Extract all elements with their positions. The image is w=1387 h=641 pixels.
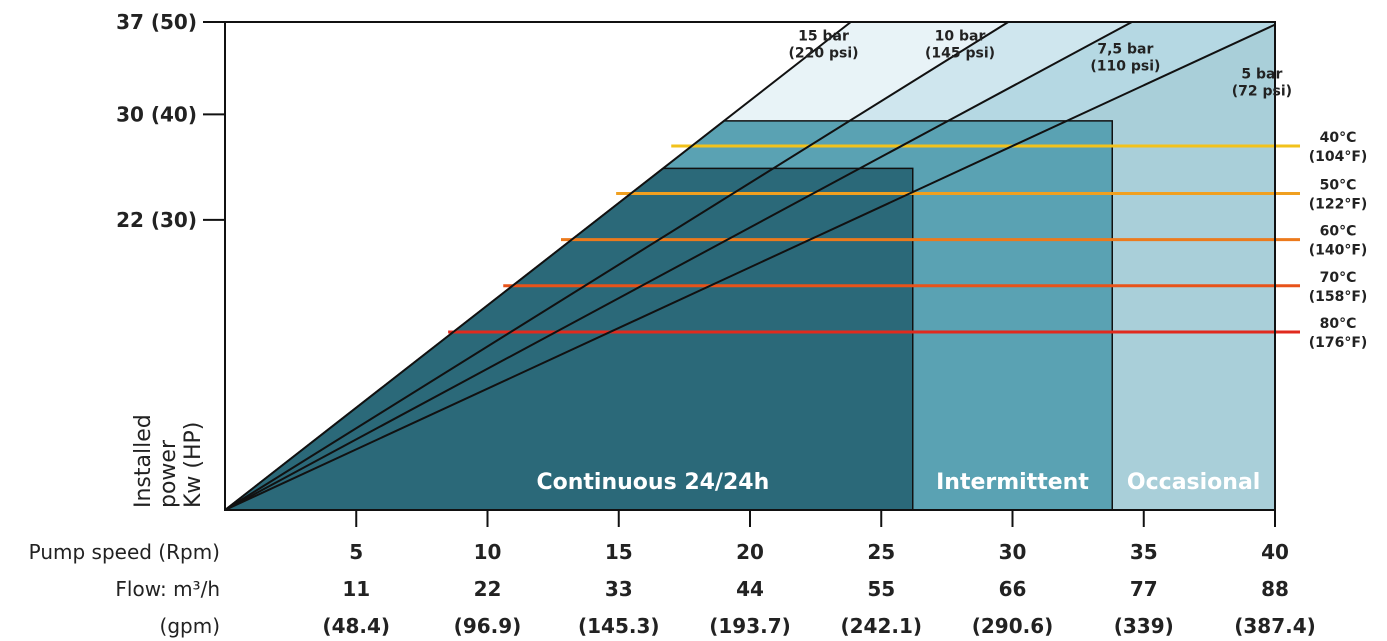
pressure-sub-1: (145 psi) — [925, 45, 995, 61]
temp-sub-4: (176°F) — [1309, 335, 1368, 351]
x-row-2-value-5: (290.6) — [972, 614, 1054, 638]
zone-label-0: Continuous 24/24h — [536, 470, 769, 495]
x-row-2-value-6: (339) — [1114, 614, 1174, 638]
temp-label-3: 70°C — [1320, 270, 1357, 286]
x-row-label-2: (gpm) — [160, 614, 220, 638]
pressure-line-2 — [224, 21, 1133, 511]
x-row-2-value-0: (48.4) — [322, 614, 390, 638]
x-row-label-1: Flow: m³/h — [115, 577, 220, 601]
pressure-label-0: 15 bar — [798, 28, 849, 44]
pressure-line-0 — [224, 21, 852, 511]
x-row-0-value-0: 5 — [349, 540, 363, 564]
x-row-0-value-2: 15 — [605, 540, 633, 564]
x-row-2-value-7: (387.4) — [1234, 614, 1316, 638]
y-tick-label-0: 37 (50) — [116, 10, 197, 34]
temp-label-4: 80°C — [1320, 316, 1357, 332]
temp-label-2: 60°C — [1320, 224, 1357, 240]
x-row-1-value-0: 11 — [342, 577, 370, 601]
x-row-2-value-1: (96.9) — [454, 614, 522, 638]
pressure-label-3: 5 bar — [1241, 67, 1282, 83]
y-axis-title-0: Installed — [131, 414, 156, 508]
x-row-0-value-3: 20 — [736, 540, 764, 564]
x-row-2-value-2: (145.3) — [578, 614, 660, 638]
y-axis-title-1: power — [156, 439, 181, 508]
temp-sub-3: (158°F) — [1309, 289, 1368, 305]
pressure-line-3 — [224, 23, 1276, 511]
temp-sub-2: (140°F) — [1309, 243, 1368, 259]
pressure-sub-3: (72 psi) — [1232, 84, 1292, 100]
pressure-sub-2: (110 psi) — [1090, 59, 1160, 75]
x-row-1-value-7: 88 — [1261, 577, 1289, 601]
x-row-1-value-6: 77 — [1130, 577, 1158, 601]
x-row-0-value-5: 30 — [999, 540, 1027, 564]
x-row-label-0: Pump speed (Rpm) — [29, 540, 220, 564]
x-row-0-value-7: 40 — [1261, 540, 1289, 564]
y-axis-title-2: Kw (HP) — [181, 422, 206, 508]
zone-label-2: Occasional — [1127, 470, 1260, 495]
x-row-1-value-1: 22 — [474, 577, 502, 601]
pressure-label-1: 10 bar — [935, 28, 986, 44]
x-row-1-value-4: 55 — [867, 577, 895, 601]
x-row-2-value-4: (242.1) — [840, 614, 922, 638]
temp-label-0: 40°C — [1320, 130, 1357, 146]
x-row-0-value-4: 25 — [867, 540, 895, 564]
zone-label-1: Intermittent — [936, 470, 1089, 495]
y-tick-label-2: 22 (30) — [116, 208, 197, 232]
pressure-label-2: 7,5 bar — [1097, 42, 1153, 58]
x-row-1-value-2: 33 — [605, 577, 633, 601]
pressure-sub-0: (220 psi) — [788, 45, 858, 61]
zone-0 — [225, 167, 914, 510]
temp-sub-0: (104°F) — [1309, 149, 1368, 165]
x-row-2-value-3: (193.7) — [709, 614, 791, 638]
x-row-1-value-5: 66 — [999, 577, 1027, 601]
temp-sub-1: (122°F) — [1309, 196, 1368, 212]
x-row-0-value-1: 10 — [474, 540, 502, 564]
temp-label-1: 50°C — [1320, 177, 1357, 193]
x-row-1-value-3: 44 — [736, 577, 764, 601]
y-tick-label-1: 30 (40) — [116, 102, 197, 126]
pressure-line-1 — [224, 21, 1009, 511]
x-row-0-value-6: 35 — [1130, 540, 1158, 564]
